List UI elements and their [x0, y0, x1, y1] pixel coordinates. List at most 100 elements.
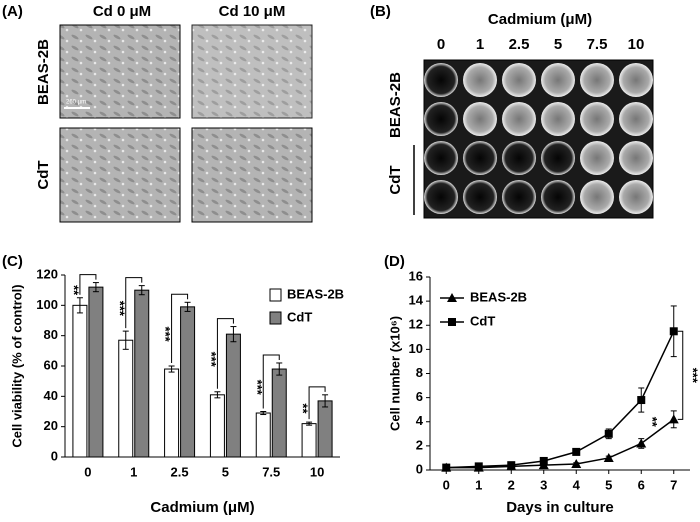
error [214, 391, 221, 399]
legend-label: CdT [470, 313, 495, 328]
x-tick-label: 3 [540, 477, 547, 492]
column-label: 2.5 [509, 36, 530, 53]
y-tick-label: 8 [416, 365, 423, 380]
x-tick-label: 2 [508, 477, 515, 492]
marker [668, 414, 679, 424]
column-label: 1 [476, 36, 484, 53]
error [230, 326, 237, 343]
error [76, 297, 83, 314]
well [619, 102, 653, 136]
legend-label: CdT [287, 309, 312, 324]
significance: *** [112, 301, 127, 317]
error [306, 421, 313, 426]
well [541, 102, 575, 136]
plate [423, 59, 654, 219]
significance: *** [685, 368, 700, 384]
significance: ** [645, 417, 660, 428]
legend-marker [448, 318, 456, 326]
x-tick-label: 6 [638, 477, 645, 492]
well [424, 141, 458, 175]
well [424, 180, 458, 214]
bar [118, 339, 134, 458]
y-tick-label: 12 [409, 317, 423, 332]
y-tick-label: 120 [36, 266, 58, 281]
x-tick-label: 4 [573, 477, 581, 492]
bar [134, 289, 150, 458]
marker [637, 396, 646, 405]
significance-bracket [677, 330, 684, 420]
x-axis-label: Cadmium (μM) [150, 499, 254, 516]
panel-label: (C) [2, 253, 23, 270]
well [502, 63, 536, 97]
y-tick-label: 10 [409, 341, 423, 356]
bar [301, 423, 317, 458]
bar [72, 304, 88, 458]
y-tick-label: 40 [44, 388, 58, 403]
bar [88, 286, 104, 458]
significance-bracket [79, 274, 97, 295]
row-label: CdT [35, 160, 52, 189]
well [619, 63, 653, 97]
well [541, 63, 575, 97]
x-tick-label: 7 [670, 477, 677, 492]
marker [669, 327, 678, 336]
y-axis-label: Cell viability (% of control) [9, 284, 24, 447]
x-tick-label: 2.5 [171, 464, 189, 479]
legend-label: BEAS-2B [470, 289, 527, 304]
y-tick-label: 0 [416, 461, 423, 476]
scale-bar-label: 260 µm [66, 100, 86, 106]
y-axis-label: Cell number (x10⁶) [387, 316, 402, 431]
y-tick-label: 0 [51, 448, 58, 463]
significance-bracket [308, 386, 326, 420]
y-tick-label: 100 [36, 297, 58, 312]
well [502, 180, 536, 214]
well [619, 141, 653, 175]
significance: *** [158, 327, 173, 343]
bar [255, 412, 271, 458]
column-label: Cd 0 μM [93, 3, 151, 20]
error [92, 282, 99, 293]
significance-bracket [216, 318, 234, 389]
significance-bracket [171, 293, 189, 363]
x-tick-label: 1 [475, 477, 482, 492]
y-tick-label: 16 [409, 268, 423, 283]
y-tick-label: 60 [44, 357, 58, 372]
marker [474, 462, 483, 471]
legend-swatch [269, 311, 282, 325]
bar [209, 394, 225, 458]
well [502, 102, 536, 136]
column-label: 7.5 [587, 36, 608, 53]
well [580, 102, 614, 136]
panel-label: (D) [384, 253, 405, 270]
well [580, 63, 614, 97]
x-tick-label: 0 [443, 477, 450, 492]
x-tick-label: 0 [84, 464, 91, 479]
error [122, 330, 129, 350]
bar [317, 400, 333, 458]
well [541, 180, 575, 214]
error [260, 411, 267, 416]
row-label: BEAS-2B [35, 39, 52, 105]
bar [164, 368, 180, 458]
y-tick-label: 6 [416, 389, 423, 404]
significance: ** [296, 403, 311, 414]
x-tick-label: 5 [605, 477, 612, 492]
legend-marker [447, 293, 457, 302]
well [463, 102, 497, 136]
bar [225, 333, 241, 458]
well [541, 141, 575, 175]
well [424, 102, 458, 136]
error [138, 285, 145, 296]
x-tick-label: 7.5 [262, 464, 280, 479]
x-tick-label: 10 [310, 464, 324, 479]
marker [572, 447, 581, 456]
marker [539, 456, 548, 465]
legend-swatch [269, 288, 282, 302]
marker [636, 438, 647, 448]
row-label: CdT [387, 165, 404, 194]
marker [571, 458, 582, 468]
marker [507, 461, 516, 470]
significance: *** [250, 380, 265, 396]
error [168, 365, 175, 373]
